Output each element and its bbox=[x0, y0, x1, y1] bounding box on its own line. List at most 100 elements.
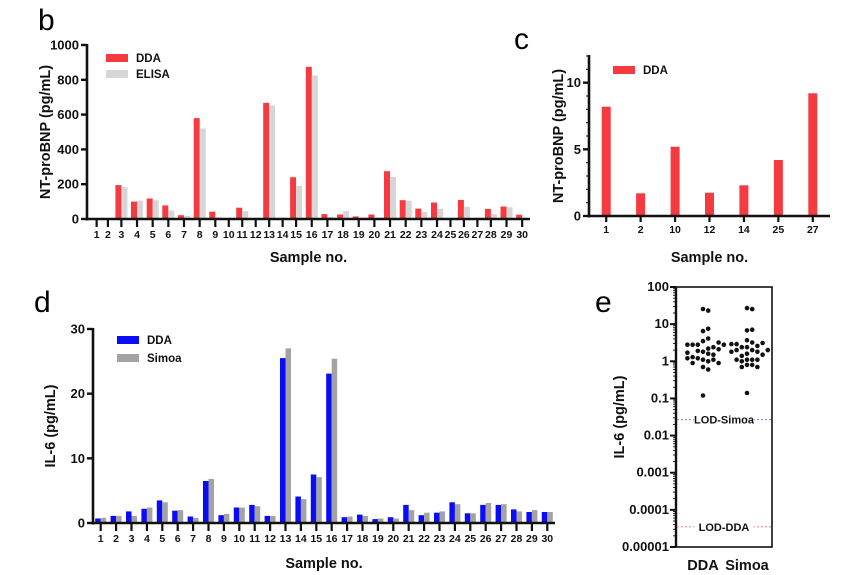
bar-elisa-sample-5 bbox=[152, 200, 159, 219]
dot-simoa-11 bbox=[755, 343, 760, 349]
reference-label-bg bbox=[694, 520, 754, 532]
x-tick-label: 19 bbox=[372, 533, 384, 545]
y-axis-label: NT-proBNP (pg/mL) bbox=[551, 69, 567, 203]
x-tick-label: 2 bbox=[105, 229, 111, 241]
bar-simoa-sample-12 bbox=[270, 515, 276, 523]
y-tick-label: 5 bbox=[574, 142, 581, 157]
x-tick-label: 9 bbox=[212, 229, 218, 241]
bar-dda-sample-30 bbox=[516, 214, 523, 219]
bar-elisa-sample-13 bbox=[269, 105, 276, 219]
bar-simoa-sample-10 bbox=[239, 507, 245, 523]
dot-simoa-18 bbox=[734, 357, 739, 363]
x-tick-label: 27 bbox=[807, 224, 819, 236]
bar-simoa-sample-25 bbox=[470, 513, 476, 523]
legend-label-elisa: ELISA bbox=[136, 69, 170, 81]
x-tick-label: 19 bbox=[353, 229, 365, 241]
bar-elisa-sample-28 bbox=[490, 214, 497, 219]
bar-dda-sample-24 bbox=[449, 502, 455, 523]
bar-dda-sample-8 bbox=[193, 118, 200, 219]
bar-elisa-sample-22 bbox=[405, 200, 412, 219]
dot-simoa-16 bbox=[749, 306, 755, 312]
panel-letter-e: e bbox=[595, 286, 612, 319]
x-tick-label: 25 bbox=[773, 224, 785, 236]
reference-label-bg bbox=[694, 413, 754, 425]
dot-simoa-24 bbox=[734, 341, 739, 347]
bar-simoa-sample-29 bbox=[531, 510, 538, 523]
dot-dda-11 bbox=[695, 342, 701, 348]
dot-dda-1 bbox=[700, 364, 706, 370]
dot-dda-29 bbox=[685, 350, 690, 356]
bar-dda-sample-28 bbox=[484, 208, 491, 219]
dot-dda-12 bbox=[711, 357, 716, 363]
bar-dda-sample-24 bbox=[431, 202, 437, 219]
x-tick-label: 27 bbox=[495, 533, 507, 545]
x-tick-label: 10 bbox=[669, 224, 681, 236]
x-tick-label: 24 bbox=[449, 533, 461, 545]
reference-label-lod-dda: LOD-DDA bbox=[699, 522, 750, 534]
legend-swatch-simoa bbox=[117, 354, 139, 362]
dot-simoa-4 bbox=[744, 344, 750, 350]
bar-dda-sample-11 bbox=[249, 504, 255, 523]
y-tick-label: 10 bbox=[567, 75, 581, 90]
bar-dda-sample-20 bbox=[387, 517, 394, 523]
y-axis-label: IL-6 (pg/mL) bbox=[612, 375, 628, 458]
legend-swatch-dda bbox=[613, 66, 635, 74]
x-tick-label: 18 bbox=[357, 533, 369, 545]
bar-simoa-sample-20 bbox=[393, 518, 399, 523]
y-tick-label: 0.01 bbox=[644, 428, 669, 443]
bar-simoa-sample-23 bbox=[439, 511, 445, 523]
bar-dda-sample-29 bbox=[526, 512, 532, 523]
bar-simoa-sample-16 bbox=[331, 358, 338, 523]
x-tick-label: 29 bbox=[526, 533, 538, 545]
x-tick-label: 2 bbox=[638, 224, 644, 236]
bar-dda-sample-23 bbox=[415, 208, 422, 219]
bar-dda-sample-29 bbox=[500, 206, 507, 219]
bar-elisa-sample-6 bbox=[168, 210, 175, 219]
dot-dda-2 bbox=[700, 357, 706, 363]
dot-simoa-6 bbox=[749, 347, 755, 353]
x-tick-label: 6 bbox=[175, 533, 181, 545]
dot-dda-17 bbox=[690, 360, 695, 366]
y-tick-label: 200 bbox=[57, 177, 79, 192]
x-tick-label: 11 bbox=[249, 533, 260, 545]
x-tick-label: 1 bbox=[94, 229, 100, 241]
bar-simoa-sample-26 bbox=[485, 503, 492, 523]
bar-dda-sample-18 bbox=[357, 514, 363, 523]
x-tick-label: 16 bbox=[326, 533, 338, 545]
x-tick-label: 5 bbox=[150, 229, 156, 241]
bar-dda-sample-5 bbox=[156, 500, 163, 523]
chart-panel-e: 0.00001 0.0001 0.001 0.01 0.1 1 10 100 LOD-Simoa… bbox=[612, 279, 773, 574]
dot-dda-26 bbox=[685, 342, 690, 348]
y-axis-label: NT-proBNP (pg/mL) bbox=[38, 65, 54, 199]
bar-simoa-sample-1 bbox=[100, 517, 107, 523]
dot-dda-8 bbox=[700, 328, 706, 334]
bar-dda-sample-11 bbox=[236, 207, 243, 219]
x-tick-label: 15 bbox=[290, 229, 302, 241]
x-tick-label: 30 bbox=[516, 229, 528, 241]
bar-elisa-sample-8 bbox=[199, 128, 206, 219]
x-tick-label: 7 bbox=[190, 533, 196, 545]
x-tick-label: 26 bbox=[458, 229, 470, 241]
y-axis-label: IL-6 (pg/mL) bbox=[43, 384, 59, 467]
dot-simoa-8 bbox=[744, 328, 750, 333]
y-tick-label: 0.00001 bbox=[622, 539, 669, 554]
dot-simoa-20 bbox=[755, 364, 760, 370]
dot-dda-10 bbox=[711, 344, 716, 350]
bar-dda-sample-1 bbox=[601, 106, 611, 216]
x-tick-label: 5 bbox=[159, 533, 165, 545]
bar-dda-sample-10 bbox=[233, 507, 240, 523]
y-tick-label: 400 bbox=[57, 142, 79, 157]
x-tick-label: 28 bbox=[485, 229, 497, 241]
legend-label-dda: DDA bbox=[147, 335, 172, 347]
bar-dda-sample-13 bbox=[263, 102, 270, 219]
legend-label-dda: DDA bbox=[136, 53, 161, 65]
bar-dda-sample-6 bbox=[172, 510, 178, 523]
y-tick-label: 800 bbox=[57, 72, 79, 87]
bar-elisa-sample-21 bbox=[390, 176, 396, 219]
y-tick-label: 0.1 bbox=[651, 390, 669, 405]
bar-elisa-sample-26 bbox=[463, 206, 470, 219]
bar-dda-sample-2 bbox=[110, 515, 117, 523]
bar-simoa-sample-14 bbox=[300, 499, 307, 523]
